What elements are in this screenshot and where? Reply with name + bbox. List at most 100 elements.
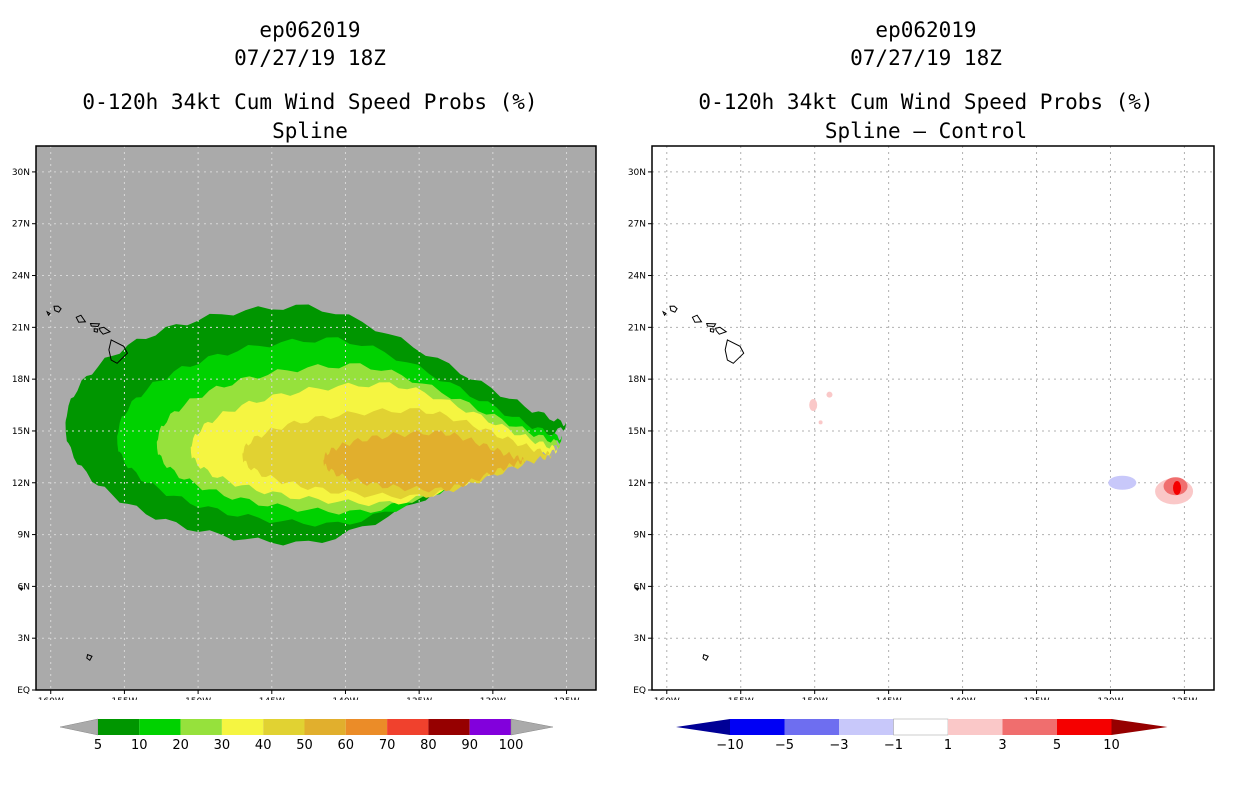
left-colorbar-swatch bbox=[469, 719, 511, 735]
right-date: 07/27/19 18Z bbox=[850, 46, 1002, 70]
right-map-background bbox=[652, 146, 1214, 690]
right-y-tick-label: EQ bbox=[633, 686, 646, 696]
right-x-tick-label: 125W bbox=[1171, 697, 1197, 700]
right-coastline bbox=[724, 339, 745, 364]
right-colorbar-high-arrow bbox=[1111, 719, 1168, 735]
right-diff-blob-negative bbox=[1108, 475, 1137, 490]
left-y-tick-label: 15N bbox=[12, 427, 30, 437]
left-colorbar: 5 10 20 30 40 50 60 70 80 90 100 bbox=[59, 718, 554, 753]
left-colorbar-low-arrow bbox=[59, 718, 99, 736]
right-chart-title: 0-120h 34kt Cum Wind Speed Probs (%) bbox=[698, 90, 1154, 114]
left-x-tick-label: 130W bbox=[480, 697, 506, 700]
right-colorbar-label: −10 bbox=[716, 738, 743, 753]
right-colorbar-swatch bbox=[730, 719, 785, 735]
left-colorbar-label: 40 bbox=[255, 738, 272, 753]
right-coastline bbox=[709, 328, 715, 333]
right-y-tick-label: 3N bbox=[634, 634, 646, 644]
right-colorbar-label: 10 bbox=[1103, 738, 1120, 753]
left-coastline bbox=[98, 326, 112, 335]
left-colorbar-swatch bbox=[304, 719, 346, 735]
left-y-tick-label: 27N bbox=[12, 220, 30, 230]
left-colorbar-swatch bbox=[345, 719, 388, 735]
right-storm-id: ep062019 bbox=[875, 18, 977, 42]
left-probability-map: 160W 155W 150W 145W 140W 135W 130W 125W EQ 3N 6N 9N… bbox=[12, 145, 597, 700]
left-colorbar-label: 100 bbox=[499, 738, 524, 753]
left-x-tick-label: 145W bbox=[259, 697, 285, 700]
left-chart-title: 0-120h 34kt Cum Wind Speed Probs (%) bbox=[82, 90, 538, 114]
left-y-tick-label: 18N bbox=[12, 375, 30, 385]
right-x-tick-label: 140W bbox=[950, 697, 976, 700]
left-coastline bbox=[89, 322, 101, 328]
left-x-tick-label: 140W bbox=[332, 697, 358, 700]
right-coastline bbox=[691, 314, 703, 323]
left-y-tick-label: 12N bbox=[12, 479, 30, 489]
left-colorbar-label: 20 bbox=[172, 738, 189, 753]
right-y-tick-label: 12N bbox=[628, 479, 646, 489]
right-coastline bbox=[702, 653, 709, 662]
right-colorbar-label: −1 bbox=[884, 738, 903, 753]
right-diff-blob-positive bbox=[809, 399, 818, 412]
left-colorbar-swatch bbox=[139, 719, 181, 735]
left-y-tick-label: 3N bbox=[18, 634, 30, 644]
left-coastline bbox=[86, 653, 93, 662]
left-colorbar-label: 5 bbox=[94, 738, 102, 753]
right-x-tick-label: 155W bbox=[728, 697, 754, 700]
left-colorbar-label: 70 bbox=[379, 738, 396, 753]
right-y-tick-label: 21N bbox=[628, 323, 646, 333]
left-coastline bbox=[75, 314, 87, 323]
left-colorbar-swatch bbox=[98, 719, 140, 735]
right-x-tick-label: 145W bbox=[876, 697, 902, 700]
right-diff-blob-positive bbox=[1173, 480, 1182, 495]
right-colorbar-low-arrow bbox=[676, 719, 730, 735]
left-date: 07/27/19 18Z bbox=[234, 46, 386, 70]
left-contour-50 bbox=[323, 430, 526, 493]
left-y-tick-label: 6N bbox=[18, 582, 30, 592]
left-y-tick-label: 24N bbox=[12, 272, 30, 282]
right-x-tick-label: 160W bbox=[654, 697, 680, 700]
right-y-tick-label: 9N bbox=[634, 531, 646, 541]
left-colorbar-swatch bbox=[387, 719, 429, 735]
right-colorbar-swatch bbox=[1057, 719, 1112, 735]
right-diff-blob-positive bbox=[826, 391, 833, 398]
left-coastline bbox=[53, 305, 62, 313]
left-y-tick-label: 9N bbox=[18, 531, 30, 541]
left-x-tick-label: 135W bbox=[406, 697, 432, 700]
right-colorbar: −10 −5 −3 −1 1 3 5 10 bbox=[676, 718, 1168, 753]
right-coastline bbox=[669, 305, 678, 313]
left-x-tick-label: 160W bbox=[38, 697, 64, 700]
left-map-frame bbox=[35, 145, 597, 691]
right-coastline bbox=[714, 326, 728, 335]
right-colorbar-label: −5 bbox=[775, 738, 794, 753]
left-colorbar-swatch bbox=[428, 719, 470, 735]
right-y-tick-label: 6N bbox=[634, 582, 646, 592]
right-y-tick-label: 18N bbox=[628, 375, 646, 385]
right-colorbar-label: 5 bbox=[1053, 738, 1061, 753]
right-colorbar-swatch bbox=[1002, 719, 1057, 735]
right-y-tick-label: 30N bbox=[628, 168, 646, 178]
left-coastline bbox=[18, 587, 24, 592]
left-y-tick-label: EQ bbox=[17, 686, 30, 696]
left-colorbar-swatch bbox=[180, 719, 222, 735]
right-diff-blob-positive bbox=[818, 420, 823, 425]
left-y-tick-label: 30N bbox=[12, 168, 30, 178]
right-colorbar-swatch bbox=[893, 718, 949, 736]
right-difference-map: 160W 155W 150W 145W 140W 135W 130W 125W EQ 3N 6N 9N… bbox=[628, 145, 1215, 700]
left-colorbar-label: 90 bbox=[461, 738, 478, 753]
right-chart-subtitle: Spline – Control bbox=[824, 119, 1028, 143]
right-colorbar-swatch bbox=[784, 719, 839, 735]
left-chart-subtitle: Spline bbox=[272, 119, 348, 143]
right-colorbar-label: 1 bbox=[944, 738, 952, 753]
right-coastline bbox=[662, 310, 667, 317]
right-y-tick-label: 24N bbox=[628, 272, 646, 282]
right-coastline bbox=[706, 322, 717, 328]
right-x-tick-label: 150W bbox=[802, 697, 828, 700]
right-coastline bbox=[634, 587, 640, 592]
right-colorbar-swatch bbox=[839, 719, 894, 735]
right-colorbar-swatch bbox=[948, 719, 1003, 735]
right-x-tick-label: 130W bbox=[1097, 697, 1123, 700]
right-y-tick-label: 15N bbox=[628, 427, 646, 437]
right-x-tick-label: 135W bbox=[1023, 697, 1049, 700]
left-storm-id: ep062019 bbox=[259, 18, 361, 42]
right-colorbar-label: −3 bbox=[829, 738, 848, 753]
right-map-frame bbox=[651, 145, 1215, 691]
